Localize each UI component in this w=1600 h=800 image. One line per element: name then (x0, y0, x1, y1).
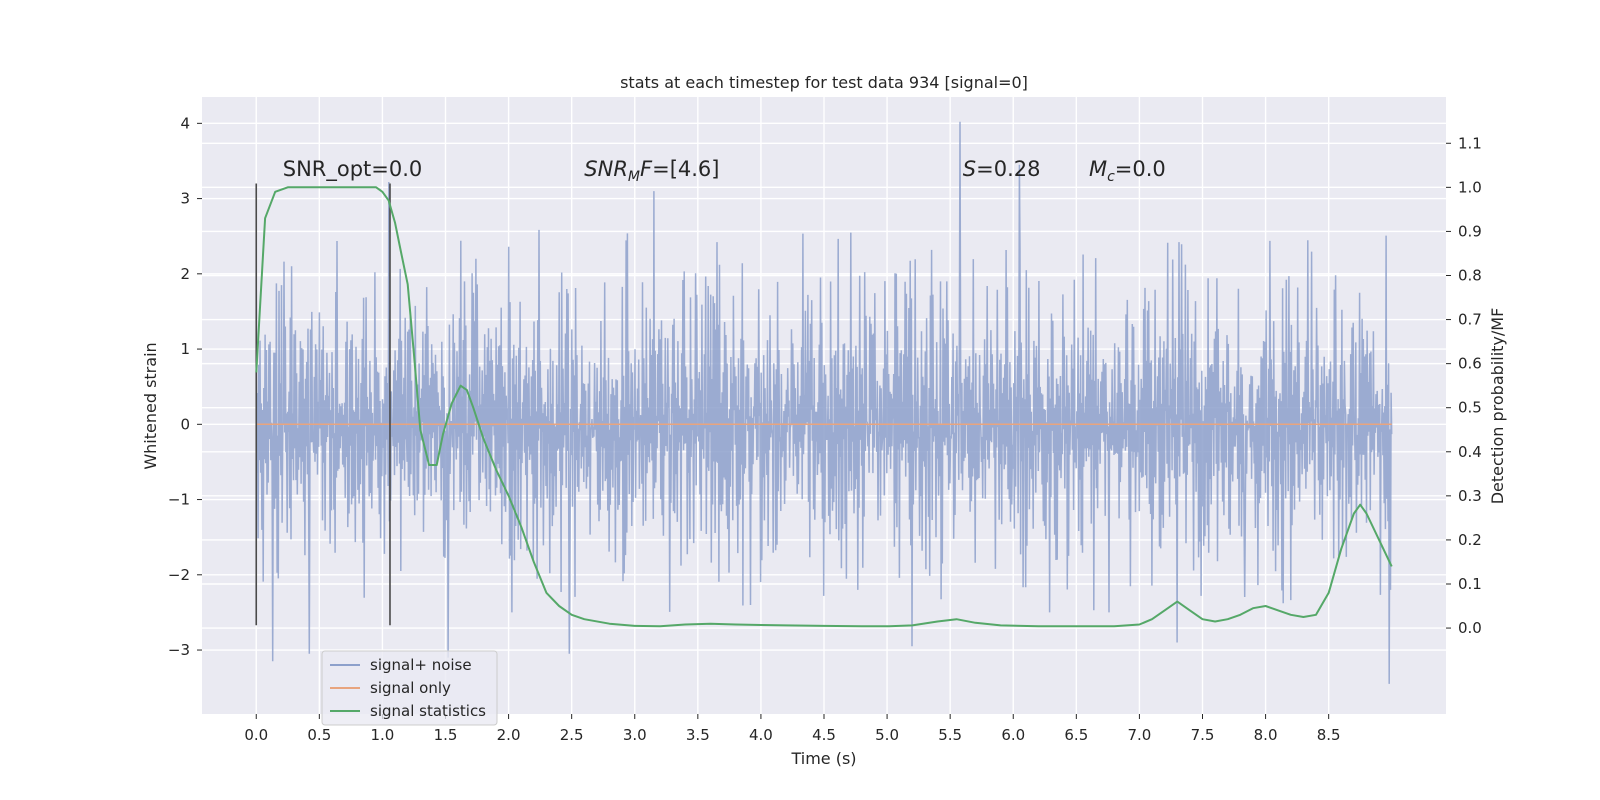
y2-tick-label: 0.0 (1458, 619, 1482, 637)
y-axis-right: 0.0 0.1 0.2 0.3 0.4 0.5 0.6 0.7 0.8 0.9 1.0 1.1 (1446, 134, 1482, 637)
x-tick-label: 0.0 (244, 726, 268, 744)
x-tick-label: 3.5 (686, 726, 710, 744)
annotation-s-value: S=0.28 (963, 157, 1041, 181)
y2-tick-label: 1.0 (1458, 178, 1482, 196)
series-signal-noise (255, 121, 1393, 684)
chart-title: stats at each timestep for test data 934… (620, 73, 1028, 92)
legend-label: signal only (370, 679, 451, 697)
y-tick-label: 2 (180, 265, 190, 283)
x-tick-label: 4.5 (812, 726, 836, 744)
annotation-mc-value: Mc=0.0 (1089, 157, 1166, 185)
legend-box (321, 650, 498, 726)
series-signal-statistics (255, 186, 1393, 628)
annotation-part: =0.28 (976, 157, 1040, 181)
x-tick-label: 6.0 (1001, 726, 1025, 744)
x-tick-label: 6.5 (1064, 726, 1088, 744)
legend-label: signal statistics (370, 702, 486, 720)
y2-tick-label: 0.4 (1458, 443, 1482, 461)
x-tick-label: 2.0 (497, 726, 521, 744)
data-layer (255, 121, 1393, 684)
annotations: SNR_opt=0.0 SNRMF=[4.6] S=0.28 Mc=0.0 (283, 157, 1166, 185)
annotation-part: M (628, 169, 640, 185)
x-axis: 0.0 0.5 1.0 1.5 2.0 2.5 3.0 3.5 4.0 4.5 5.0 5.5 6.0 6… (244, 714, 1341, 744)
x-tick-label: 8.0 (1254, 726, 1278, 744)
x-tick-label: 2.5 (560, 726, 584, 744)
y2-tick-label: 0.7 (1458, 311, 1482, 329)
y2-tick-label: 1.1 (1458, 134, 1482, 152)
x-tick-label: 7.0 (1127, 726, 1151, 744)
y-tick-label: 0 (180, 415, 190, 433)
y-tick-label: 4 (180, 114, 190, 132)
legend-label: signal+ noise (370, 656, 472, 674)
x-tick-label: 1.0 (370, 726, 394, 744)
x-tick-label: 3.0 (623, 726, 647, 744)
y-axis-left: −3 −2 −1 0 1 2 3 4 (168, 114, 202, 659)
y2-tick-label: 0.8 (1458, 266, 1482, 284)
annotation-part: F (640, 157, 653, 181)
y2-tick-label: 0.6 (1458, 355, 1482, 373)
y2-tick-label: 0.5 (1458, 399, 1482, 417)
y-tick-label: −1 (168, 491, 190, 509)
y2-tick-label: 0.2 (1458, 531, 1482, 549)
x-tick-label: 5.0 (875, 726, 899, 744)
annotation-snr-opt: SNR_opt=0.0 (283, 157, 423, 182)
annotation-part: M (1089, 157, 1107, 181)
y-tick-label: −3 (168, 641, 190, 659)
y2-axis-label: Detection probability/MF (1488, 308, 1507, 505)
x-tick-label: 1.5 (434, 726, 458, 744)
y-tick-label: 1 (180, 340, 190, 358)
x-tick-label: 0.5 (307, 726, 331, 744)
legend: signal+ noise signal only signal statistic… (321, 650, 498, 726)
x-axis-label: Time (s) (790, 749, 856, 768)
y2-tick-label: 0.9 (1458, 222, 1482, 240)
annotation-part: c (1107, 169, 1115, 185)
y2-tick-label: 0.1 (1458, 575, 1482, 593)
annotation-part: SNR_opt=0.0 (283, 157, 423, 182)
y2-tick-label: 0.3 (1458, 487, 1482, 505)
annotation-snr-mf: SNRMF=[4.6] (584, 157, 719, 185)
y-tick-label: 3 (180, 190, 190, 208)
annotation-part: S (963, 157, 976, 181)
annotation-part: =0.0 (1115, 157, 1166, 181)
x-tick-label: 5.5 (938, 726, 962, 744)
annotation-part: SNR (584, 157, 628, 181)
x-tick-label: 4.0 (749, 726, 773, 744)
y-axis-label: Whitened strain (141, 342, 160, 469)
x-tick-label: 7.5 (1191, 726, 1215, 744)
x-tick-label: 8.5 (1317, 726, 1341, 744)
annotation-part: =[4.6] (652, 157, 719, 181)
y-tick-label: −2 (168, 566, 190, 584)
